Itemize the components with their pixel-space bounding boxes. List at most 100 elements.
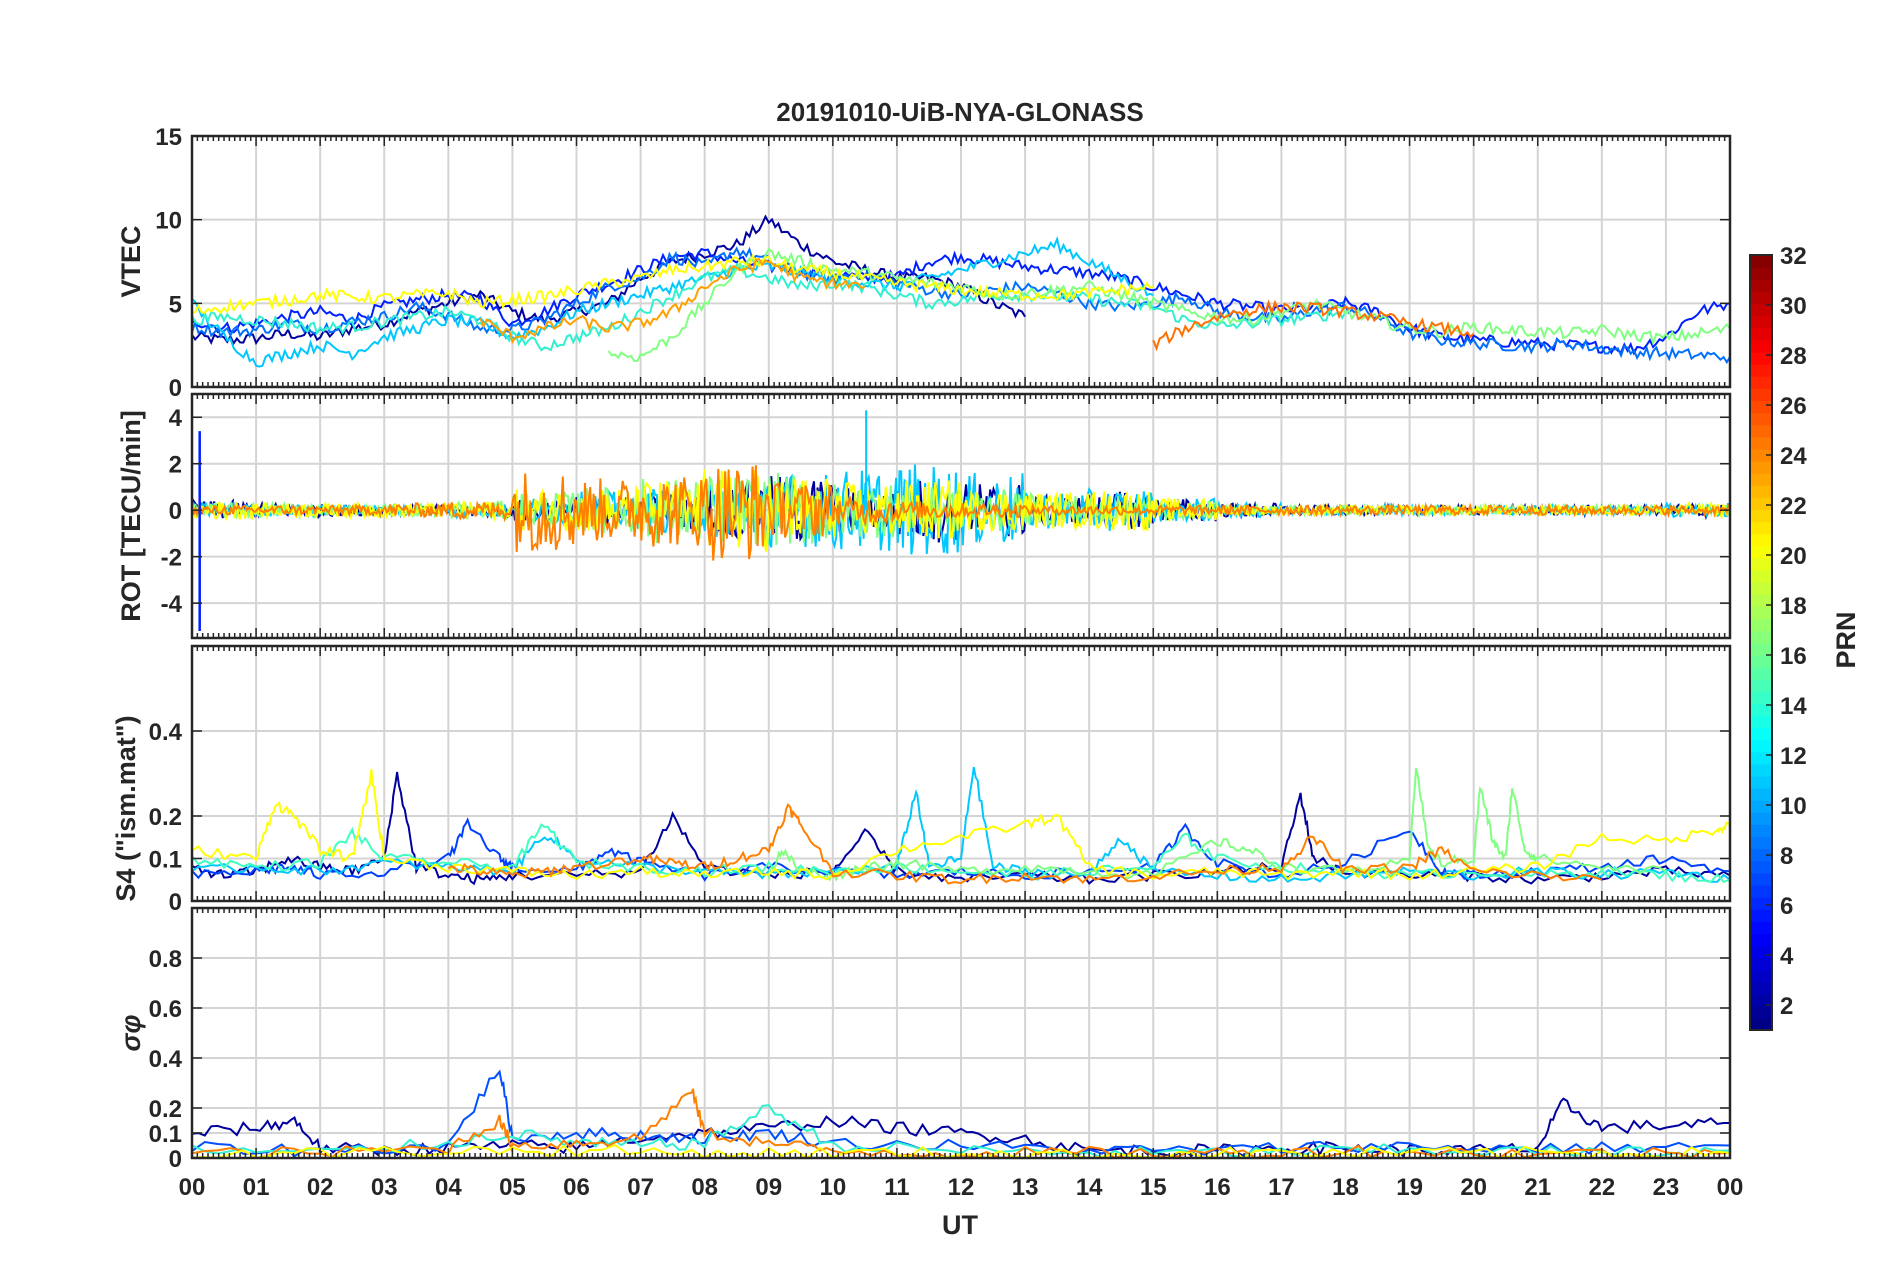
- x-tick-label: 01: [243, 1174, 270, 1201]
- colorbar-swatch: [1750, 945, 1772, 959]
- colorbar-swatch: [1750, 630, 1772, 644]
- y-tick-label: -4: [161, 591, 183, 618]
- vtec-series-prn-8: [192, 246, 1730, 365]
- vtec-series-prn-20: [192, 253, 1154, 315]
- x-tick-label: 04: [435, 1174, 462, 1201]
- colorbar-tick-label: 20: [1780, 543, 1807, 570]
- colorbar-swatch: [1750, 1005, 1772, 1019]
- vtec-series-prn-12: [192, 235, 1154, 368]
- x-tick-label: 00: [1717, 1174, 1744, 1201]
- s4-series-prn-19: [192, 769, 1730, 882]
- x-tick-label: 23: [1653, 1174, 1680, 1201]
- y-axis-label: ROT [TECU/min]: [116, 410, 146, 621]
- colorbar-swatch: [1750, 618, 1772, 632]
- colorbar-swatch: [1750, 654, 1772, 668]
- colorbar-swatch: [1750, 569, 1772, 583]
- y-tick-label: 0: [169, 1146, 182, 1173]
- colorbar-swatch: [1750, 460, 1772, 474]
- colorbar-swatch: [1750, 436, 1772, 450]
- colorbar-swatch: [1750, 363, 1772, 377]
- x-tick-label: 07: [627, 1174, 654, 1201]
- y-tick-label: 4: [169, 405, 183, 432]
- tick-marks: [191, 646, 1731, 902]
- x-axis-label: UT: [942, 1210, 978, 1240]
- colorbar-swatch: [1750, 921, 1772, 934]
- x-tick-label: 14: [1076, 1174, 1103, 1201]
- x-tick-label: 17: [1268, 1174, 1295, 1201]
- colorbar-swatch: [1750, 255, 1772, 268]
- vtec-series-prn-4: [192, 247, 1730, 356]
- x-tick-label: 19: [1396, 1174, 1423, 1201]
- panel-VTEC: 0 5 10 15 VTEC: [116, 124, 1732, 402]
- colorbar-swatch: [1750, 339, 1772, 353]
- y-axis-label: VTEC: [116, 225, 146, 297]
- x-tick-label: 05: [499, 1174, 526, 1201]
- colorbar-swatch: [1750, 521, 1772, 535]
- y-tick-label: 0.8: [149, 946, 182, 973]
- x-tick-label: 06: [563, 1174, 590, 1201]
- colorbar-swatch: [1750, 557, 1772, 571]
- s4-series-prn-17: [767, 768, 1667, 883]
- rot-series-prn-23: [192, 465, 1730, 561]
- colorbar-swatch: [1750, 799, 1772, 813]
- colorbar-tick-label: 12: [1780, 743, 1807, 770]
- colorbar-tick-label: 2: [1780, 993, 1793, 1020]
- colorbar-tick-label: 22: [1780, 493, 1807, 520]
- colorbar-swatch: [1750, 678, 1772, 692]
- gridlines: [192, 908, 1730, 1158]
- colorbar-swatch: [1750, 824, 1772, 838]
- y-tick-label: 0.1: [149, 1121, 182, 1148]
- vtec-series-prn-22: [479, 258, 866, 345]
- x-tick-label: 03: [371, 1174, 398, 1201]
- tick-marks: [191, 135, 1731, 388]
- colorbar-swatch: [1750, 981, 1772, 995]
- x-tick-label: 09: [755, 1174, 782, 1201]
- y-tick-label: 0.4: [149, 1046, 183, 1073]
- x-axis: 00 01 02 03 04 05 06 07 08 09 10 11 12 13 14 15 16 17 18 19…: [179, 1174, 1744, 1201]
- colorbar-swatch: [1750, 969, 1772, 983]
- y-tick-label: 0.2: [149, 1096, 182, 1123]
- colorbar-swatch: [1750, 763, 1772, 777]
- y-tick-label: 10: [155, 208, 182, 235]
- colorbar-swatch: [1750, 606, 1772, 620]
- panel-sigma_phi: 00.10.2 0.4 0.6 0.8 σφ: [116, 906, 1732, 1173]
- colorbar-swatch: [1750, 872, 1772, 886]
- x-tick-label: 16: [1204, 1174, 1231, 1201]
- colorbar-tick-label: 32: [1780, 243, 1807, 270]
- vtec-series-prn-17: [607, 247, 1730, 363]
- colorbar-swatch: [1750, 1017, 1772, 1031]
- series-group: [192, 410, 1730, 632]
- y-tick-label: 0: [169, 889, 182, 916]
- colorbar-swatch: [1750, 751, 1772, 765]
- colorbar-swatch: [1750, 291, 1772, 305]
- x-tick-label: 08: [691, 1174, 718, 1201]
- x-tick-label: 22: [1588, 1174, 1615, 1201]
- colorbar-swatch: [1750, 739, 1772, 753]
- colorbar-tick-label: 26: [1780, 393, 1807, 420]
- tick-marks: [191, 908, 1731, 1159]
- colorbar-tick-label: 18: [1780, 593, 1807, 620]
- y-axis-label: σφ: [116, 1015, 146, 1052]
- colorbar-swatch: [1750, 848, 1772, 862]
- sigma_phi-series-prn-2: [192, 1097, 1730, 1158]
- panel-S4: 0 0.1 0.2 0.4 S4 ("ism.mat"): [111, 644, 1732, 916]
- colorbar-swatch: [1750, 594, 1772, 607]
- y-axis-label: S4 ("ism.mat"): [111, 715, 141, 901]
- colorbar-swatch: [1750, 896, 1772, 910]
- colorbar-swatch: [1750, 933, 1772, 947]
- x-tick-label: 02: [307, 1174, 334, 1201]
- panel-ROT: -4 -2 0 2 4 ROT [TECU/min]: [116, 392, 1732, 640]
- gridlines: [192, 646, 1730, 901]
- x-tick-label: 12: [948, 1174, 975, 1201]
- colorbar-swatch: [1750, 908, 1772, 922]
- colorbar-swatch: [1750, 787, 1772, 801]
- colorbar-tick-label: 8: [1780, 843, 1793, 870]
- colorbar-swatch: [1750, 727, 1772, 741]
- y-tick-label: 15: [155, 124, 182, 151]
- colorbar-swatch: [1750, 666, 1772, 680]
- colorbar-swatch: [1750, 497, 1772, 511]
- colorbar-swatch: [1750, 376, 1772, 390]
- colorbar-swatch: [1750, 642, 1772, 656]
- colorbar-swatch: [1750, 884, 1772, 898]
